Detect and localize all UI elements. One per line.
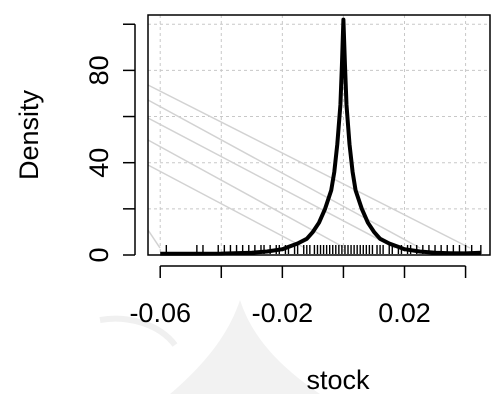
watermark-shape <box>170 300 320 394</box>
x-axis: -0.06 -0.02 0.02 <box>129 265 467 328</box>
watermark-line <box>147 164 306 249</box>
watermark-line <box>147 229 161 249</box>
watermark-line <box>147 117 396 249</box>
y-tick-label: 0 <box>84 247 114 262</box>
watermark-line <box>147 99 421 249</box>
plot-frame <box>147 14 491 256</box>
watermark-swoosh <box>99 315 178 347</box>
x-tick-label: -0.06 <box>129 298 191 328</box>
density-curve <box>160 17 481 256</box>
watermark-line <box>147 84 471 249</box>
y-axis: 0 40 80 <box>84 23 136 263</box>
y-tick-label: 80 <box>84 55 114 85</box>
x-axis-title: stock <box>306 365 370 394</box>
y-tick-label: 40 <box>84 148 114 178</box>
x-tick-label: -0.02 <box>252 298 314 328</box>
y-axis-title: Density <box>14 89 44 180</box>
watermark-line <box>147 139 346 249</box>
watermark-graphic <box>99 84 471 394</box>
x-tick-label: 0.02 <box>378 298 431 328</box>
